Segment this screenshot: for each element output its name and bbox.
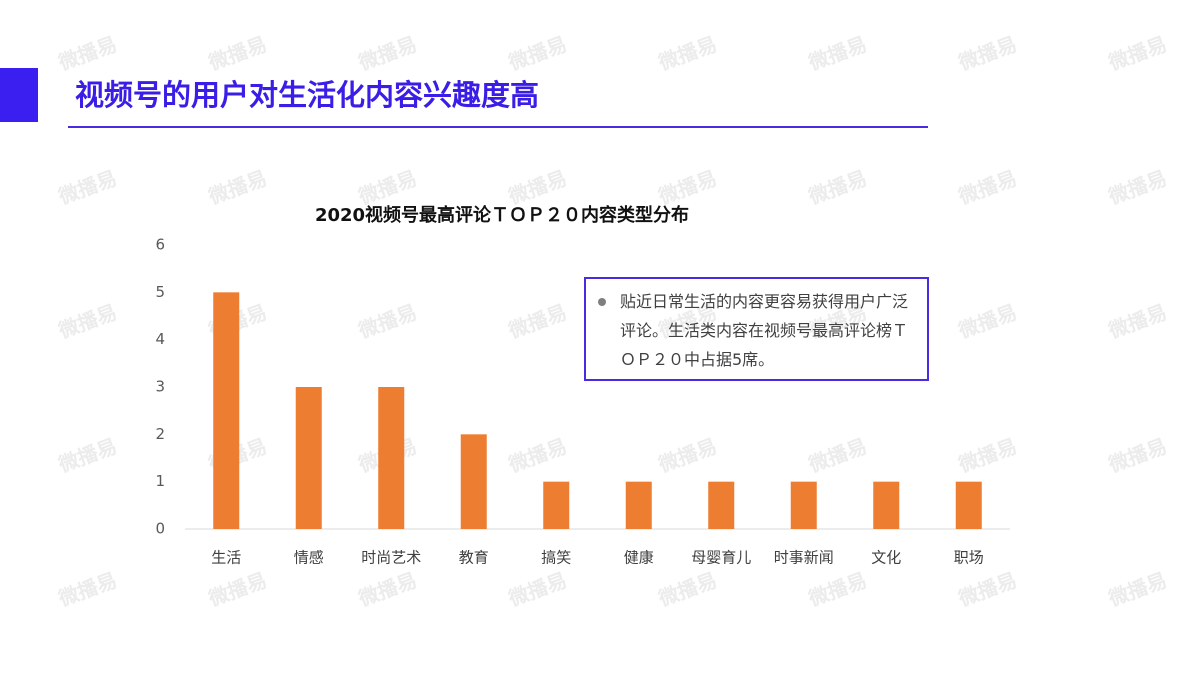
watermark: 微播易 (954, 434, 1020, 477)
watermark: 微播易 (504, 166, 570, 209)
y-tick-label: 6 (155, 236, 165, 254)
watermark: 微播易 (54, 300, 120, 343)
watermark: 微播易 (354, 32, 420, 75)
bar (708, 481, 735, 529)
watermark: 微播易 (654, 32, 720, 75)
watermark: 微播易 (354, 568, 420, 611)
bar (378, 387, 405, 529)
x-tick-label: 时尚艺术 (361, 549, 421, 567)
y-tick-label: 3 (155, 378, 165, 396)
watermark: 微播易 (804, 434, 870, 477)
y-tick-label: 4 (155, 330, 165, 348)
bar (873, 481, 900, 529)
watermark: 微播易 (954, 568, 1020, 611)
watermark: 微播易 (954, 300, 1020, 343)
watermark: 微播易 (804, 568, 870, 611)
watermark: 微播易 (204, 568, 270, 611)
watermark: 微播易 (804, 32, 870, 75)
bar (213, 292, 240, 529)
watermark: 微播易 (954, 166, 1020, 209)
x-tick-label: 职场 (954, 549, 984, 567)
watermark: 微播易 (654, 166, 720, 209)
watermark: 微播易 (1104, 300, 1170, 343)
watermark: 微播易 (54, 166, 120, 209)
chart-title: 2020视频号最高评论ＴＯＰ２０内容类型分布 (315, 204, 689, 226)
watermark: 微播易 (654, 434, 720, 477)
x-tick-label: 时事新闻 (774, 549, 834, 567)
y-tick-label: 0 (155, 520, 165, 538)
watermark: 微播易 (354, 166, 420, 209)
watermark: 微播易 (654, 568, 720, 611)
x-tick-label: 生活 (211, 549, 241, 567)
watermark: 微播易 (54, 568, 120, 611)
watermark: 微播易 (504, 434, 570, 477)
x-tick-label: 文化 (871, 549, 901, 567)
watermark: 微播易 (804, 166, 870, 209)
y-tick-label: 5 (155, 283, 165, 301)
watermark: 微播易 (504, 300, 570, 343)
watermark: 微播易 (1104, 568, 1170, 611)
bar (295, 387, 322, 529)
watermark: 微播易 (54, 32, 120, 75)
x-tick-label: 母婴育儿 (691, 549, 751, 567)
bar (460, 434, 487, 529)
y-tick-label: 1 (155, 472, 165, 490)
title-accent (0, 68, 38, 122)
watermark: 微播易 (1104, 32, 1170, 75)
x-tick-label: 健康 (624, 549, 654, 567)
watermark: 微播易 (354, 300, 420, 343)
slide-title: 视频号的用户对生活化内容兴趣度高 (75, 78, 539, 112)
x-tick-label: 情感 (294, 549, 324, 567)
watermark: 微播易 (504, 568, 570, 611)
x-tick-label: 搞笑 (541, 549, 571, 567)
watermark: 微播易 (204, 166, 270, 209)
bar (625, 481, 652, 529)
y-tick-label: 2 (155, 425, 165, 443)
annotation: 贴近日常生活的内容更容易获得用户广泛评论。生活类内容在视频号最高评论榜ＴＯＰ２０… (584, 277, 929, 381)
x-tick-label: 教育 (459, 549, 489, 567)
bar (790, 481, 817, 529)
watermark: 微播易 (1104, 434, 1170, 477)
watermark: 微播易 (204, 32, 270, 75)
watermark: 微播易 (54, 434, 120, 477)
watermark: 微播易 (504, 32, 570, 75)
bar (955, 481, 982, 529)
bar (543, 481, 570, 529)
watermark: 微播易 (1104, 166, 1170, 209)
watermark: 微播易 (954, 32, 1020, 75)
